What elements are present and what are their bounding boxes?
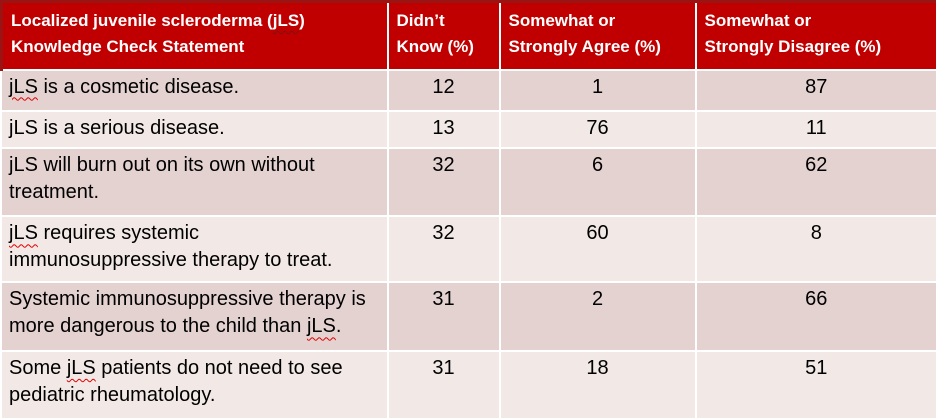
text-segment: Systemic immunosuppressive therapy is mo…: [9, 288, 366, 338]
value-cell-agree: 18: [498, 350, 697, 420]
column-header-agree: Somewhat or Strongly Agree (%): [498, 0, 697, 71]
column-header-statement: Localized juvenile scleroderma (jLS) Kno…: [0, 0, 389, 71]
value-cell-didnt-know: 12: [386, 68, 501, 112]
text-segment: Somewhat or Strongly Disagree (%): [704, 11, 882, 56]
value-cell-agree: 6: [498, 146, 697, 218]
value-cell-disagree: 8: [694, 215, 936, 284]
table-row: jLS requires systemic immunosuppressive …: [1, 215, 936, 284]
misspelled-term: jLS: [9, 222, 38, 245]
table-row: Systemic immunosuppressive therapy is mo…: [1, 281, 936, 353]
value-cell-disagree: 87: [694, 68, 936, 112]
table-row: jLS is a serious disease. 13 76 11: [1, 109, 936, 149]
statement-cell: jLS is a serious disease.: [1, 109, 389, 149]
text-segment: jLS is a serious disease.: [9, 116, 225, 139]
value-cell-disagree: 51: [694, 350, 936, 420]
misspelled-term: jLS: [9, 75, 38, 98]
text-segment: .: [335, 315, 342, 338]
text-segment: requires systemic immunosuppressive ther…: [9, 222, 333, 272]
statement-cell: jLS is a cosmetic disease.: [1, 68, 389, 112]
column-header-disagree: Somewhat or Strongly Disagree (%): [694, 0, 936, 71]
value-cell-didnt-know: 32: [386, 215, 501, 284]
header-row: Localized juvenile scleroderma (jLS) Kno…: [0, 0, 936, 71]
statement-cell: jLS will burn out on its own without tre…: [1, 146, 389, 218]
text-segment: patients do not need to see pediatric rh…: [9, 357, 343, 407]
table-row: jLS is a cosmetic disease. 12 1 87: [1, 68, 936, 112]
value-cell-agree: 1: [498, 68, 697, 112]
value-cell-didnt-know: 31: [386, 281, 501, 353]
text-segment: Some: [9, 357, 67, 380]
table-header: Localized juvenile scleroderma (jLS) Kno…: [0, 0, 936, 71]
text-segment: jLS will burn out on its own without tre…: [9, 153, 315, 203]
column-header-didnt-know: Didn’t Know (%): [386, 0, 501, 71]
value-cell-disagree: 66: [694, 281, 936, 353]
misspelled-term: jLS: [66, 357, 96, 380]
misspelled-term: jLS: [272, 11, 300, 30]
text-segment: is a cosmetic disease.: [37, 75, 240, 98]
misspelled-term: jLS: [306, 315, 336, 338]
statement-cell: Some jLS patients do not need to see ped…: [1, 350, 389, 420]
table-row: jLS will burn out on its own without tre…: [1, 146, 936, 218]
value-cell-disagree: 62: [694, 146, 936, 218]
table-body: jLS is a cosmetic disease. 12 1 87 jLS is a …: [1, 68, 936, 420]
value-cell-didnt-know: 32: [386, 146, 501, 218]
value-cell-disagree: 11: [694, 109, 936, 149]
value-cell-agree: 60: [498, 215, 697, 284]
text-segment: Didn’t Know (%): [396, 11, 474, 56]
value-cell-didnt-know: 13: [386, 109, 501, 149]
value-cell-agree: 2: [498, 281, 697, 353]
text-segment: Localized juvenile scleroderma (: [11, 11, 273, 30]
statement-cell: jLS requires systemic immunosuppressive …: [1, 215, 389, 284]
value-cell-agree: 76: [498, 109, 697, 149]
statement-cell: Systemic immunosuppressive therapy is mo…: [1, 281, 389, 353]
text-segment: ) Knowledge Check Statement: [11, 11, 305, 56]
table-row: Some jLS patients do not need to see ped…: [1, 350, 936, 420]
value-cell-didnt-know: 31: [386, 350, 501, 420]
text-segment: Somewhat or Strongly Agree (%): [508, 11, 661, 56]
